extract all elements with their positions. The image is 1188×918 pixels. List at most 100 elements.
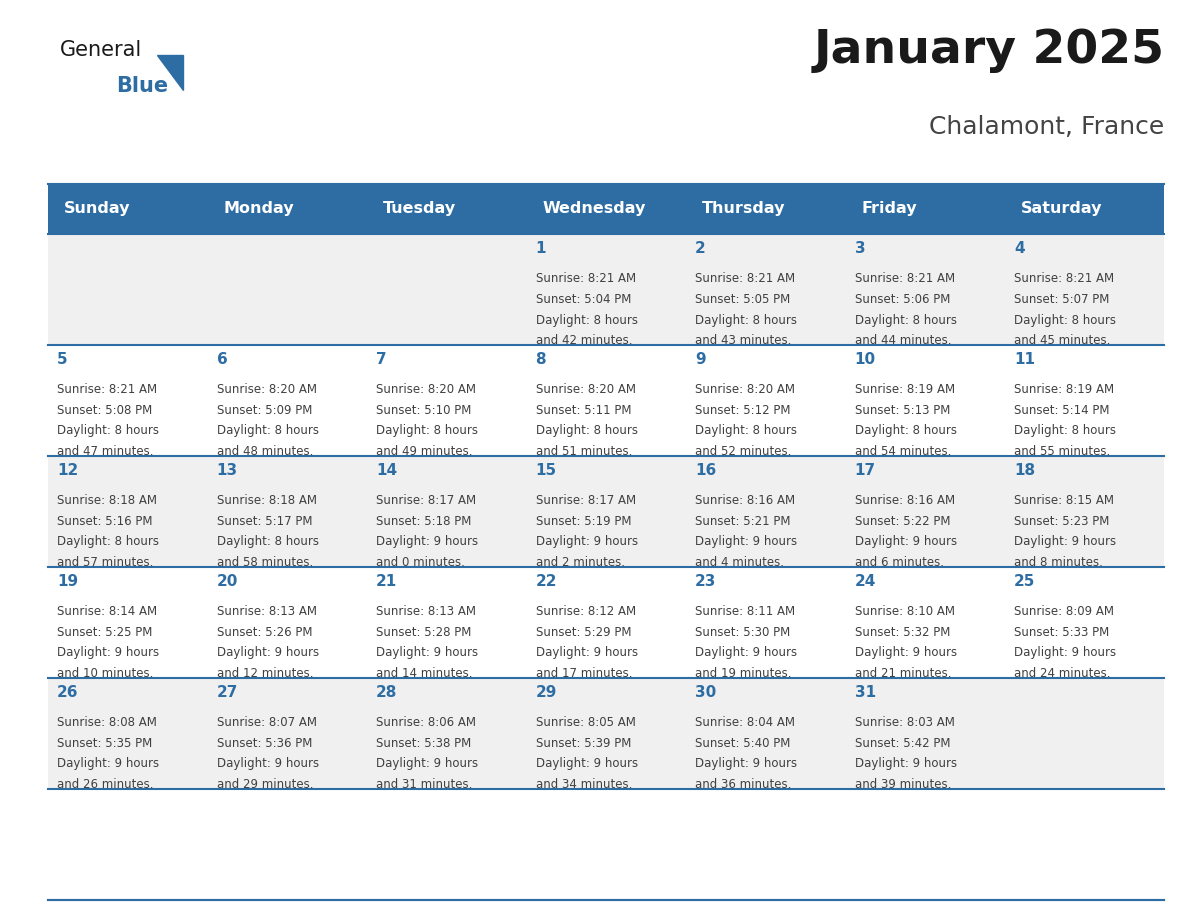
Text: Daylight: 9 hours: Daylight: 9 hours [695,646,797,659]
Text: Sunset: 5:13 PM: Sunset: 5:13 PM [854,404,950,417]
Text: 28: 28 [377,685,398,700]
Text: Sunrise: 8:10 AM: Sunrise: 8:10 AM [854,605,955,618]
Text: Sunrise: 8:19 AM: Sunrise: 8:19 AM [1015,384,1114,397]
Text: Sunrise: 8:20 AM: Sunrise: 8:20 AM [377,384,476,397]
Text: Sunrise: 8:08 AM: Sunrise: 8:08 AM [57,716,157,729]
Text: 24: 24 [854,575,876,589]
Text: 2: 2 [695,241,706,256]
Text: Sunrise: 8:13 AM: Sunrise: 8:13 AM [377,605,476,618]
Text: Sunrise: 8:21 AM: Sunrise: 8:21 AM [854,273,955,285]
Text: Sunset: 5:33 PM: Sunset: 5:33 PM [1015,626,1110,639]
Text: Saturday: Saturday [1020,201,1102,217]
Text: and 21 minutes.: and 21 minutes. [854,666,952,680]
Text: and 8 minutes.: and 8 minutes. [1015,556,1104,569]
Text: Daylight: 9 hours: Daylight: 9 hours [854,535,956,548]
Text: and 54 minutes.: and 54 minutes. [854,445,952,458]
Text: 6: 6 [216,353,227,367]
Text: and 17 minutes.: and 17 minutes. [536,666,632,680]
Text: Sunset: 5:36 PM: Sunset: 5:36 PM [216,737,312,750]
Text: Sunrise: 8:18 AM: Sunrise: 8:18 AM [216,494,316,508]
Text: Daylight: 8 hours: Daylight: 8 hours [854,424,956,438]
Text: and 29 minutes.: and 29 minutes. [216,778,314,790]
Text: 5: 5 [57,353,68,367]
Text: Sunset: 5:22 PM: Sunset: 5:22 PM [854,515,950,528]
Text: Sunrise: 8:20 AM: Sunrise: 8:20 AM [216,384,316,397]
Text: Sunset: 5:23 PM: Sunset: 5:23 PM [1015,515,1110,528]
Text: 8: 8 [536,353,546,367]
Text: 14: 14 [377,464,397,478]
Text: Daylight: 9 hours: Daylight: 9 hours [854,646,956,659]
Text: and 14 minutes.: and 14 minutes. [377,666,473,680]
Text: Sunrise: 8:21 AM: Sunrise: 8:21 AM [695,273,795,285]
Text: and 39 minutes.: and 39 minutes. [854,778,952,790]
Text: Daylight: 8 hours: Daylight: 8 hours [536,424,638,438]
Text: and 2 minutes.: and 2 minutes. [536,556,625,569]
Text: 11: 11 [1015,353,1035,367]
Text: Sunset: 5:32 PM: Sunset: 5:32 PM [854,626,950,639]
Text: Sunset: 5:06 PM: Sunset: 5:06 PM [854,293,950,306]
Text: Sunrise: 8:03 AM: Sunrise: 8:03 AM [854,716,954,729]
Text: 29: 29 [536,685,557,700]
Text: Sunset: 5:12 PM: Sunset: 5:12 PM [695,404,791,417]
Text: and 58 minutes.: and 58 minutes. [216,556,312,569]
Text: January 2025: January 2025 [814,28,1164,73]
Text: Sunrise: 8:21 AM: Sunrise: 8:21 AM [1015,273,1114,285]
Text: Sunrise: 8:12 AM: Sunrise: 8:12 AM [536,605,636,618]
Text: and 47 minutes.: and 47 minutes. [57,445,153,458]
Text: Sunset: 5:40 PM: Sunset: 5:40 PM [695,737,790,750]
Text: Sunset: 5:07 PM: Sunset: 5:07 PM [1015,293,1110,306]
Bar [48,566,1164,677]
Text: Sunset: 5:25 PM: Sunset: 5:25 PM [57,626,152,639]
Text: and 0 minutes.: and 0 minutes. [377,556,465,569]
Text: and 12 minutes.: and 12 minutes. [216,666,314,680]
Text: Daylight: 9 hours: Daylight: 9 hours [854,757,956,770]
Text: Blue: Blue [116,76,169,96]
Bar [48,789,1164,900]
Text: and 51 minutes.: and 51 minutes. [536,445,632,458]
Text: Sunrise: 8:07 AM: Sunrise: 8:07 AM [216,716,316,729]
Text: Chalamont, France: Chalamont, France [929,115,1164,139]
Text: Sunset: 5:05 PM: Sunset: 5:05 PM [695,293,790,306]
Bar [48,345,1164,456]
Text: Daylight: 9 hours: Daylight: 9 hours [216,757,318,770]
Text: Wednesday: Wednesday [542,201,645,217]
Text: 23: 23 [695,575,716,589]
Text: Friday: Friday [861,201,917,217]
Text: 19: 19 [57,575,78,589]
Text: Daylight: 8 hours: Daylight: 8 hours [695,424,797,438]
Text: 27: 27 [216,685,238,700]
Bar [48,677,1164,789]
Text: Sunset: 5:17 PM: Sunset: 5:17 PM [216,515,312,528]
Text: and 42 minutes.: and 42 minutes. [536,334,632,347]
Text: Sunset: 5:29 PM: Sunset: 5:29 PM [536,626,631,639]
Text: 7: 7 [377,353,387,367]
Text: 17: 17 [854,464,876,478]
Text: and 45 minutes.: and 45 minutes. [1015,334,1111,347]
Text: Daylight: 8 hours: Daylight: 8 hours [57,535,159,548]
Text: 1: 1 [536,241,546,256]
Text: Sunrise: 8:21 AM: Sunrise: 8:21 AM [536,273,636,285]
Text: Daylight: 8 hours: Daylight: 8 hours [1015,314,1117,327]
Text: and 26 minutes.: and 26 minutes. [57,778,153,790]
Text: Sunrise: 8:17 AM: Sunrise: 8:17 AM [377,494,476,508]
Text: Sunrise: 8:16 AM: Sunrise: 8:16 AM [854,494,955,508]
Text: Sunset: 5:04 PM: Sunset: 5:04 PM [536,293,631,306]
Bar [48,456,1164,566]
Text: Sunset: 5:38 PM: Sunset: 5:38 PM [377,737,472,750]
Text: 13: 13 [216,464,238,478]
Text: Sunrise: 8:15 AM: Sunrise: 8:15 AM [1015,494,1114,508]
Text: Daylight: 9 hours: Daylight: 9 hours [536,757,638,770]
Text: Daylight: 8 hours: Daylight: 8 hours [216,535,318,548]
Text: Daylight: 9 hours: Daylight: 9 hours [695,757,797,770]
Text: Sunset: 5:21 PM: Sunset: 5:21 PM [695,515,791,528]
Text: Daylight: 9 hours: Daylight: 9 hours [536,646,638,659]
Text: Sunrise: 8:19 AM: Sunrise: 8:19 AM [854,384,955,397]
Text: Daylight: 9 hours: Daylight: 9 hours [57,757,159,770]
Bar [48,234,1164,345]
Text: and 6 minutes.: and 6 minutes. [854,556,943,569]
Text: Daylight: 9 hours: Daylight: 9 hours [536,535,638,548]
Text: and 4 minutes.: and 4 minutes. [695,556,784,569]
Text: Daylight: 8 hours: Daylight: 8 hours [1015,424,1117,438]
Text: Sunday: Sunday [63,201,129,217]
Text: and 52 minutes.: and 52 minutes. [695,445,791,458]
